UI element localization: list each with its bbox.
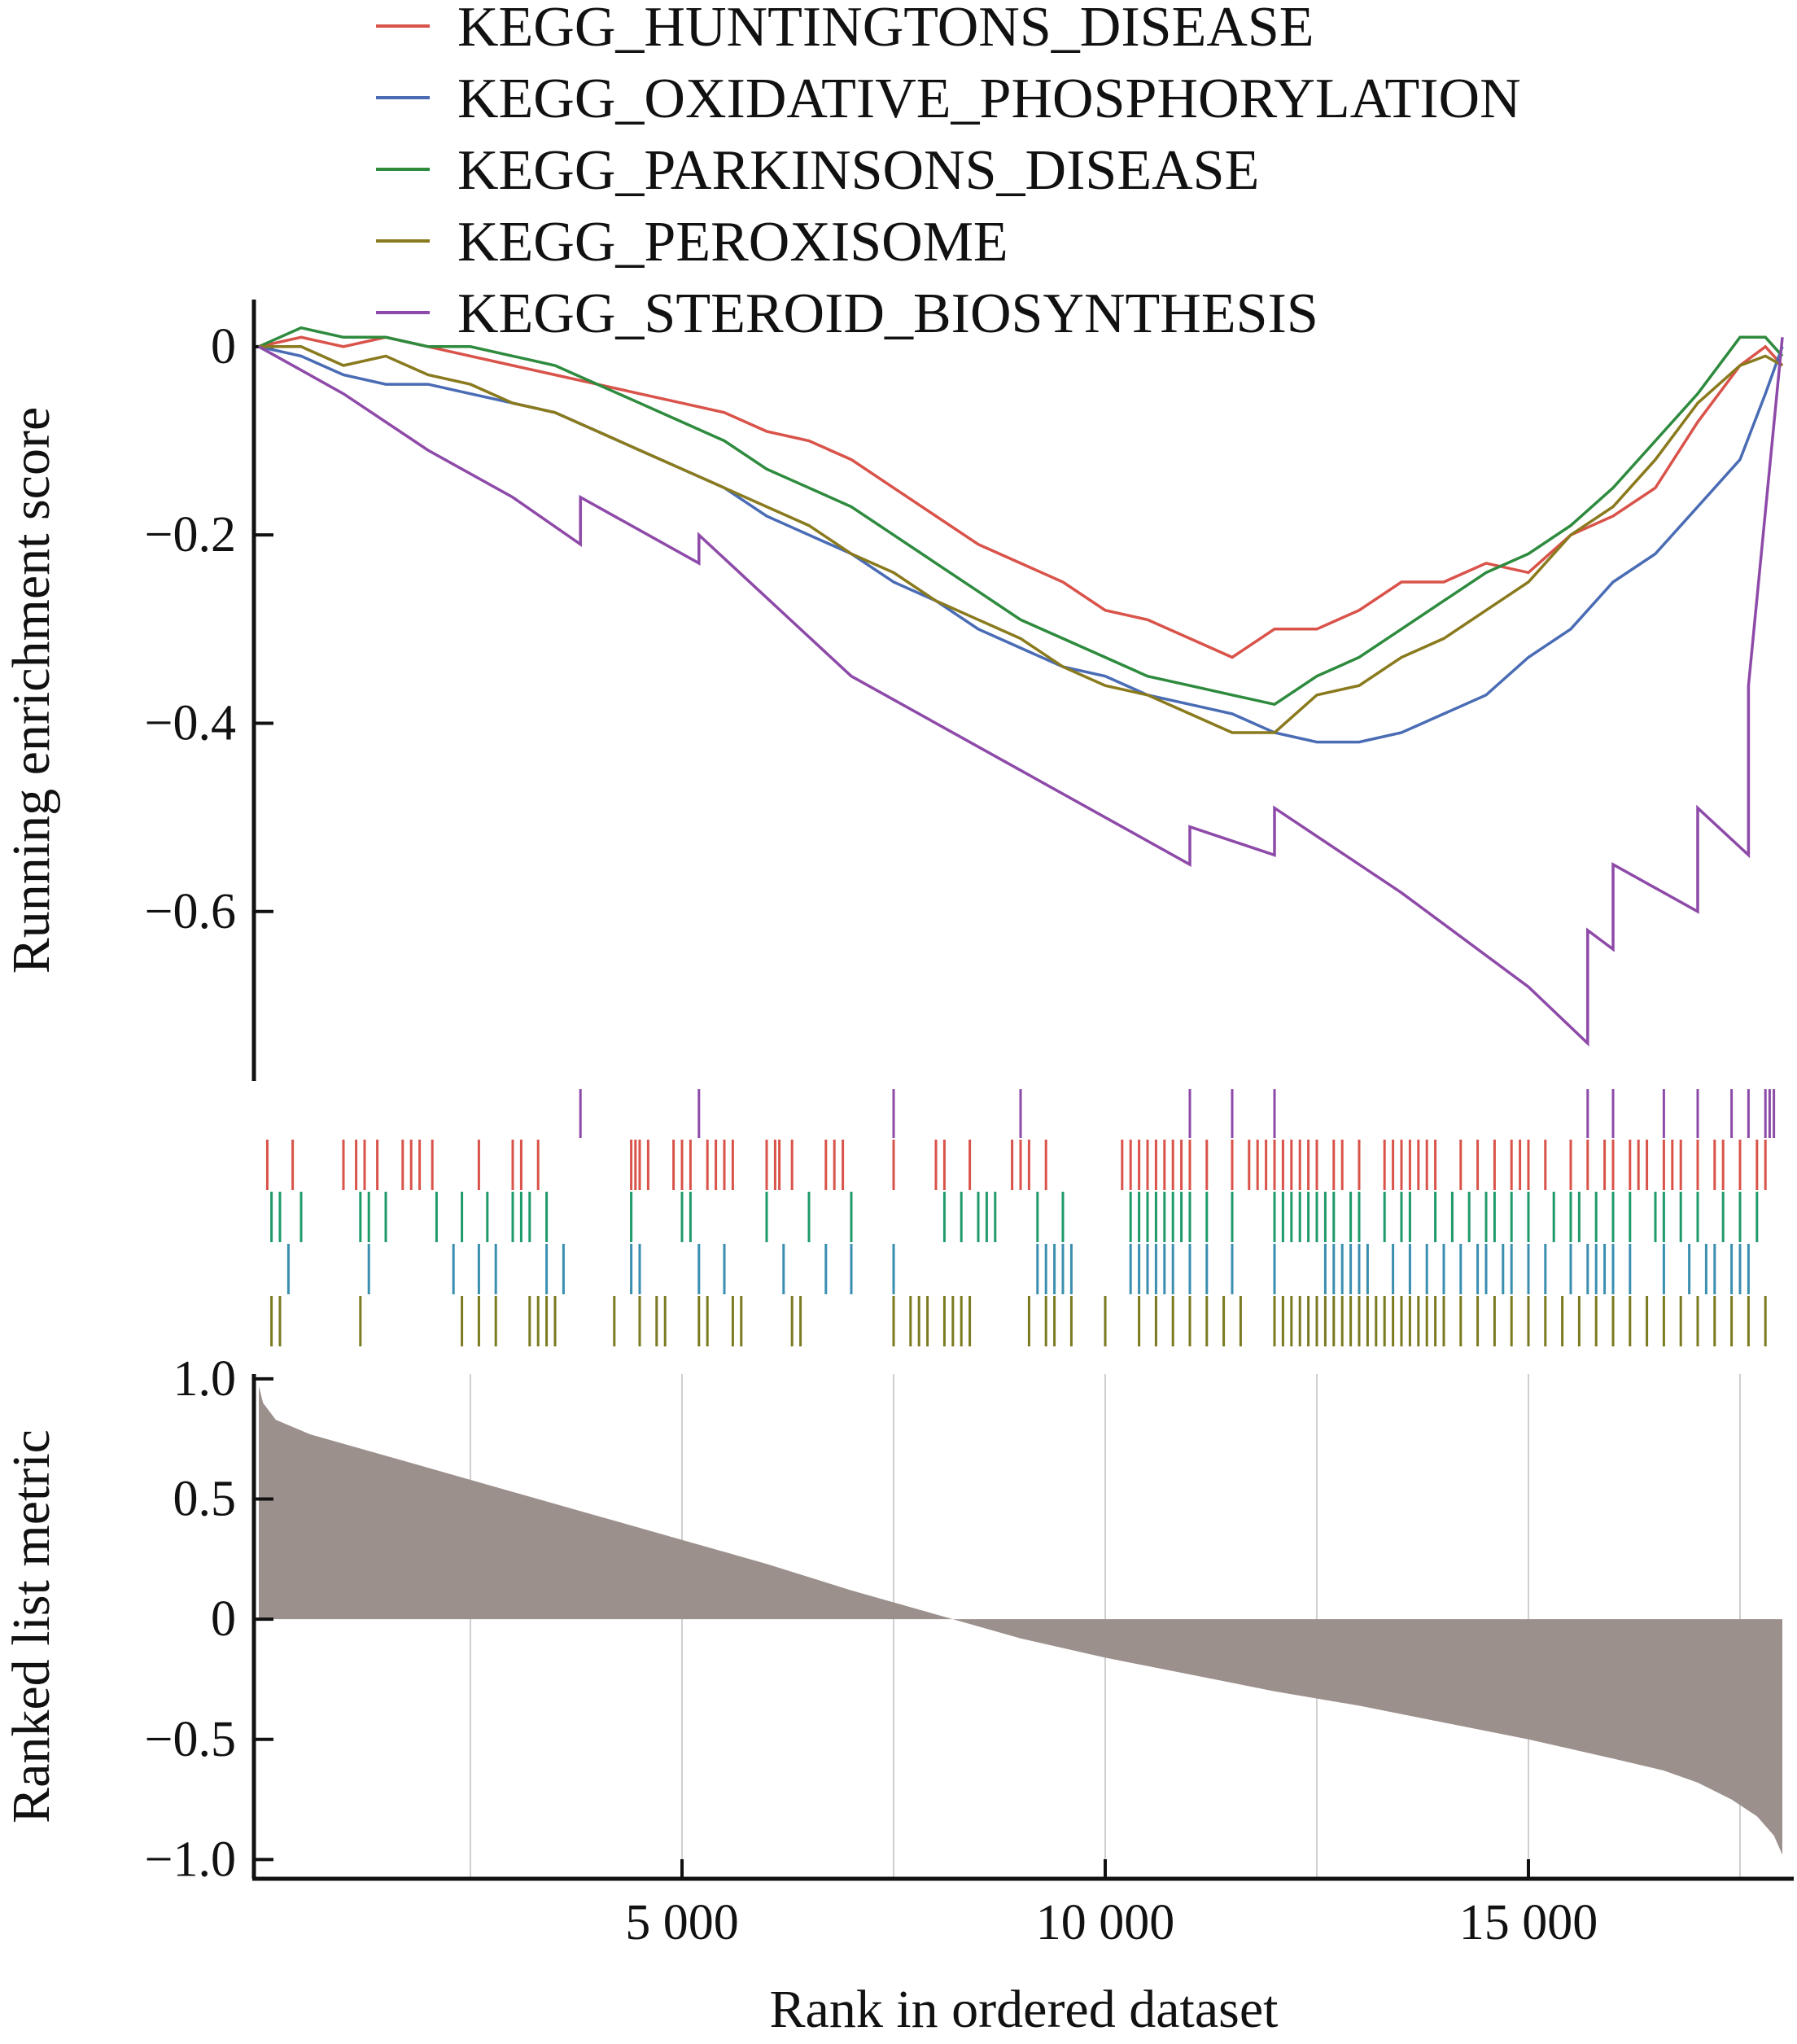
enrichment-score-panel: 0 −0.2 −0.4 −0.6 Running enrichment score	[2, 300, 1784, 1081]
es-series-line	[258, 337, 1784, 1047]
es-series-line	[258, 326, 1784, 707]
es-y-ticks: 0 −0.2 −0.4 −0.6	[145, 319, 273, 939]
es-lines	[258, 326, 1784, 1047]
hit-rows	[265, 1089, 1776, 1346]
metric-y-tick-label: −1.0	[145, 1832, 236, 1887]
es-y-tick-label: −0.4	[145, 695, 236, 751]
es-y-tick-label: −0.2	[145, 507, 236, 562]
metric-y-ticks: 1.0 0.5 0 −0.5 −1.0	[145, 1351, 273, 1887]
x-tick-label: 10 000	[1036, 1895, 1175, 1950]
legend-entry: KEGG_HUNTINGTONS_DISEASE	[457, 0, 1314, 59]
es-y-axis-label: Running enrichment score	[2, 407, 61, 974]
x-tick-label: 15 000	[1459, 1895, 1598, 1950]
es-series-line	[259, 345, 1783, 734]
es-y-tick-label: −0.6	[145, 884, 236, 939]
ranked-metric-panel: 1.0 0.5 0 −0.5 −1.0 Ranked list metric	[2, 1351, 1782, 1887]
es-y-tick-label: 0	[211, 319, 236, 374]
x-ticks: 5 000 10 000 15 000	[625, 1859, 1598, 1950]
legend-entry: KEGG_STEROID_BIOSYNTHESIS	[457, 282, 1318, 345]
metric-y-tick-label: 0.5	[173, 1472, 237, 1527]
legend-entry: KEGG_PARKINSONS_DISEASE	[457, 139, 1259, 202]
metric-y-axis-label: Ranked list metric	[2, 1429, 61, 1823]
x-tick-label: 5 000	[625, 1895, 739, 1950]
metric-area	[259, 1385, 1782, 1855]
metric-y-tick-label: −0.5	[145, 1712, 236, 1767]
metric-y-tick-label: 1.0	[173, 1351, 237, 1407]
legend: KEGG_HUNTINGTONS_DISEASE KEGG_OXIDATIVE_P…	[376, 0, 1521, 345]
es-series-line	[258, 335, 1784, 659]
legend-entry: KEGG_OXIDATIVE_PHOSPHORYLATION	[457, 68, 1521, 130]
legend-entry: KEGG_PEROXISOME	[457, 211, 1008, 274]
x-axis-label: Rank in ordered dataset	[770, 1980, 1279, 2039]
x-axis: 5 000 10 000 15 000 Rank in ordered datase…	[252, 1859, 1794, 2039]
es-series-line	[258, 345, 1784, 744]
metric-y-tick-label: 0	[211, 1591, 236, 1647]
